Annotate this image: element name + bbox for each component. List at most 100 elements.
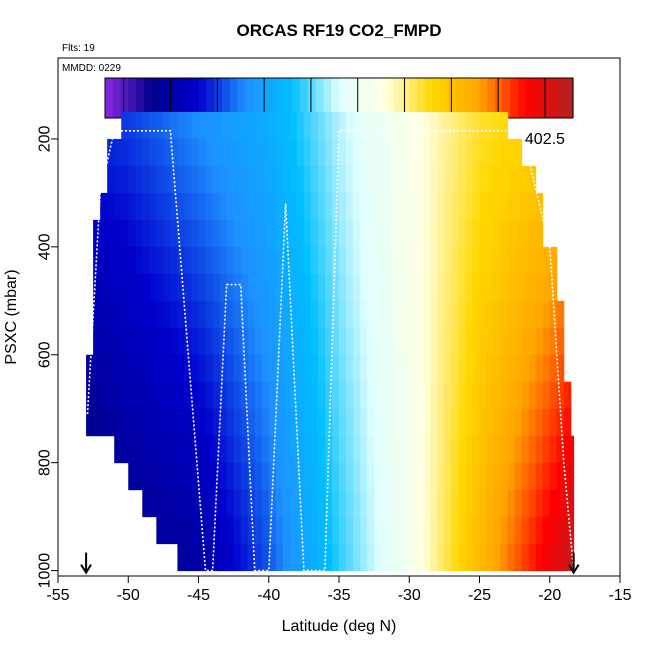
heatmap-cell xyxy=(430,354,438,383)
heatmap-cell xyxy=(514,516,523,545)
heatmap-cell xyxy=(254,300,263,329)
heatmap-cell xyxy=(219,111,228,140)
heatmap-cell xyxy=(275,192,284,221)
heatmap-cell xyxy=(472,273,480,302)
heatmap-cell xyxy=(409,192,417,221)
heatmap-cell xyxy=(289,489,298,518)
heatmap-cell xyxy=(247,219,256,248)
heatmap-cell xyxy=(458,219,466,248)
heatmap-cell xyxy=(156,300,164,329)
heatmap-cell xyxy=(121,381,129,410)
heatmap-cell xyxy=(381,408,389,437)
heatmap-cell xyxy=(303,273,312,302)
heatmap-cell xyxy=(142,354,150,383)
heatmap-cell xyxy=(416,327,424,356)
heatmap-cell xyxy=(261,489,270,518)
heatmap-cell xyxy=(409,354,417,383)
heatmap-cell xyxy=(310,435,319,464)
heatmap-cell xyxy=(528,219,537,248)
heatmap-cell xyxy=(331,246,340,275)
heatmap-cell xyxy=(114,192,122,221)
heatmap-cell xyxy=(514,489,523,518)
heatmap-cell xyxy=(486,246,495,275)
heatmap-cell xyxy=(296,435,305,464)
heatmap-cell xyxy=(240,192,249,221)
heatmap-cell xyxy=(310,408,319,437)
heatmap-cell xyxy=(163,246,171,275)
heatmap-cell xyxy=(184,300,192,329)
heatmap-cell xyxy=(472,138,480,167)
heatmap-cell xyxy=(528,489,537,518)
heatmap-cell xyxy=(465,381,473,410)
heatmap-cell xyxy=(416,408,424,437)
heatmap-cell xyxy=(177,246,185,275)
heatmap-cell xyxy=(395,489,403,518)
colorbar-segment xyxy=(253,78,262,118)
heatmap-cell xyxy=(402,354,410,383)
heatmap-cell xyxy=(486,327,495,356)
colorbar-segment xyxy=(105,78,114,118)
heatmap-cell xyxy=(254,543,263,572)
heatmap-cell xyxy=(353,516,361,545)
heatmap-cell xyxy=(282,327,291,356)
heatmap-cell xyxy=(254,462,263,491)
heatmap-cell xyxy=(261,192,270,221)
heatmap-cell xyxy=(374,327,382,356)
colorbar-segment xyxy=(183,78,192,118)
heatmap-cell xyxy=(198,516,207,545)
heatmap-cell xyxy=(367,354,375,383)
heatmap-cell xyxy=(205,408,214,437)
heatmap-cell xyxy=(409,516,417,545)
heatmap-cell xyxy=(367,192,375,221)
heatmap-cell xyxy=(360,516,368,545)
heatmap-cell xyxy=(205,381,214,410)
heatmap-cell xyxy=(268,138,277,167)
heatmap-cell xyxy=(289,435,298,464)
heatmap-cell xyxy=(296,273,305,302)
heatmap-cell xyxy=(472,543,480,572)
heatmap-cell xyxy=(268,219,277,248)
heatmap-cell xyxy=(507,327,516,356)
heatmap-cell xyxy=(282,273,291,302)
heatmap-cell xyxy=(324,192,333,221)
heatmap-cell xyxy=(374,462,382,491)
heatmap-cell xyxy=(296,381,305,410)
heatmap-cell xyxy=(205,300,214,329)
heatmap-cell xyxy=(184,516,192,545)
heatmap-cell xyxy=(570,489,575,518)
heatmap-cell xyxy=(184,489,192,518)
heatmap-cell xyxy=(289,219,298,248)
heatmap-cell xyxy=(142,219,150,248)
heatmap-cell xyxy=(303,246,312,275)
heatmap-cell xyxy=(261,435,270,464)
heatmap-cell xyxy=(458,489,466,518)
heatmap-cell xyxy=(142,435,150,464)
heatmap-cell xyxy=(486,300,495,329)
heatmap-cell xyxy=(528,327,537,356)
heatmap-cell xyxy=(254,408,263,437)
heatmap-cell xyxy=(353,354,361,383)
heatmap-cell xyxy=(556,327,565,356)
heatmap-cell xyxy=(310,354,319,383)
heatmap-cell xyxy=(324,543,333,572)
heatmap-cell xyxy=(205,543,214,572)
heatmap-cell xyxy=(275,516,284,545)
heatmap-cell xyxy=(381,516,389,545)
heatmap-cell xyxy=(472,219,480,248)
heatmap-cell xyxy=(247,165,256,194)
heatmap-cell xyxy=(367,516,375,545)
heatmap-cell xyxy=(275,462,284,491)
heatmap-cell xyxy=(570,516,575,545)
heatmap-cell xyxy=(360,165,368,194)
heatmap-cell xyxy=(254,192,263,221)
heatmap-cell xyxy=(205,327,214,356)
heatmap-cell xyxy=(493,246,502,275)
colorbar-segment xyxy=(190,78,200,118)
heatmap-cell xyxy=(423,408,431,437)
heatmap-cell xyxy=(247,246,256,275)
x-tick-label: -40 xyxy=(257,587,280,604)
colorbar-segment xyxy=(292,78,301,118)
heatmap-cell xyxy=(317,543,326,572)
heatmap-cell xyxy=(451,543,459,572)
heatmap-cell xyxy=(360,192,368,221)
